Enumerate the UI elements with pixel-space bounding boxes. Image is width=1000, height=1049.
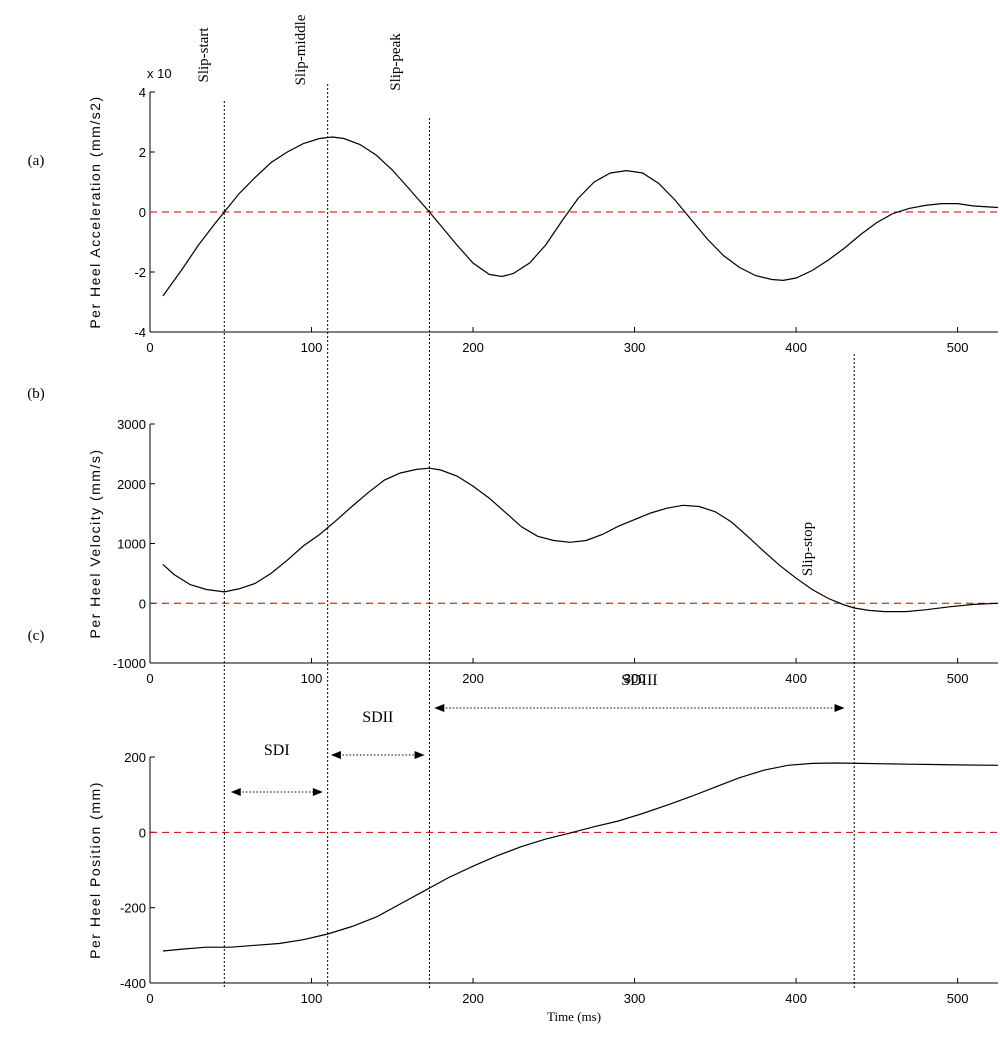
panel-label: (c) <box>28 628 45 644</box>
event-label: Slip-start <box>196 27 212 83</box>
y-tick-label: 2 <box>139 145 146 160</box>
event-markers: Slip-start Slip-middle Slip-peak Slip-stop <box>196 14 855 988</box>
y-tick-label: 1000 <box>117 537 146 552</box>
interval-label: SDII <box>362 709 393 726</box>
panel-3: 0 100 200 300 400 500 -400 -200 0 200 Per Heel Pos… <box>87 750 999 1024</box>
x-tick-label: 400 <box>785 991 807 1006</box>
chart-panels: 0 100 200 300 400 500 -4 -2 0 2 4 Per Heel Accelera… <box>87 66 999 1024</box>
y-tick-label: 2000 <box>117 477 146 492</box>
arrowhead-left <box>434 704 445 712</box>
x-tick-label: 200 <box>462 991 484 1006</box>
y-exponent-label: x 10 <box>147 66 172 81</box>
y-tick-label: -400 <box>120 976 146 991</box>
event-label: Slip-middle <box>293 14 309 85</box>
y-tick-label: 0 <box>139 825 146 840</box>
x-tick-label: 500 <box>947 991 969 1006</box>
panel-1: 0 100 200 300 400 500 -4 -2 0 2 4 Per Heel Accelera… <box>87 66 999 355</box>
x-tick-label: 500 <box>947 340 969 355</box>
y-axis-label: Per Heel Velocity (mm/s) <box>87 448 103 638</box>
y-tick-label: 4 <box>139 85 146 100</box>
x-axis-label: Time (ms) <box>547 1009 601 1024</box>
y-tick-label: -2 <box>134 265 146 280</box>
y-tick-label: 0 <box>139 596 146 611</box>
x-tick-label: 300 <box>624 340 646 355</box>
x-tick-label: 400 <box>785 671 807 686</box>
x-tick-label: 0 <box>146 671 153 686</box>
arrowhead-left <box>330 751 341 759</box>
x-tick-label: 0 <box>146 991 153 1006</box>
arrowhead-right <box>414 751 425 759</box>
y-axis-label: Per Heel Position (mm) <box>87 781 103 959</box>
x-tick-label: 300 <box>624 671 646 686</box>
series-line <box>162 136 999 297</box>
panel-label: (a) <box>28 153 45 169</box>
x-tick-label: 100 <box>301 991 323 1006</box>
x-tick-label: 0 <box>146 340 153 355</box>
event-label: Slip-stop <box>800 522 816 576</box>
y-tick-label: 200 <box>124 750 146 765</box>
y-tick-label: -1000 <box>113 656 146 671</box>
arrowhead-right <box>312 788 323 796</box>
arrowhead-right <box>834 704 845 712</box>
interval-label: SDI <box>264 742 290 759</box>
x-tick-label: 200 <box>462 340 484 355</box>
series-line <box>162 762 999 952</box>
x-tick-label: 100 <box>301 340 323 355</box>
event-label: Slip-peak <box>388 33 404 91</box>
x-tick-label: 200 <box>462 671 484 686</box>
y-tick-label: -4 <box>134 325 146 340</box>
y-tick-label: 3000 <box>117 417 146 432</box>
panel-labels: (a) (b) (c) <box>27 153 45 644</box>
y-tick-label: 0 <box>139 205 146 220</box>
arrowhead-left <box>230 788 241 796</box>
series-line <box>162 467 999 613</box>
x-tick-label: 400 <box>785 340 807 355</box>
x-tick-label: 500 <box>947 671 969 686</box>
x-tick-label: 300 <box>624 991 646 1006</box>
panel-label: (b) <box>27 386 45 402</box>
y-tick-label: -200 <box>120 901 146 916</box>
interval-label: SDIII <box>621 672 657 689</box>
interval-annotations: SDI SDII SDIII <box>230 672 845 796</box>
y-axis-label: Per Heel Acceleration (mm/s2) <box>87 95 103 328</box>
x-tick-label: 100 <box>301 671 323 686</box>
